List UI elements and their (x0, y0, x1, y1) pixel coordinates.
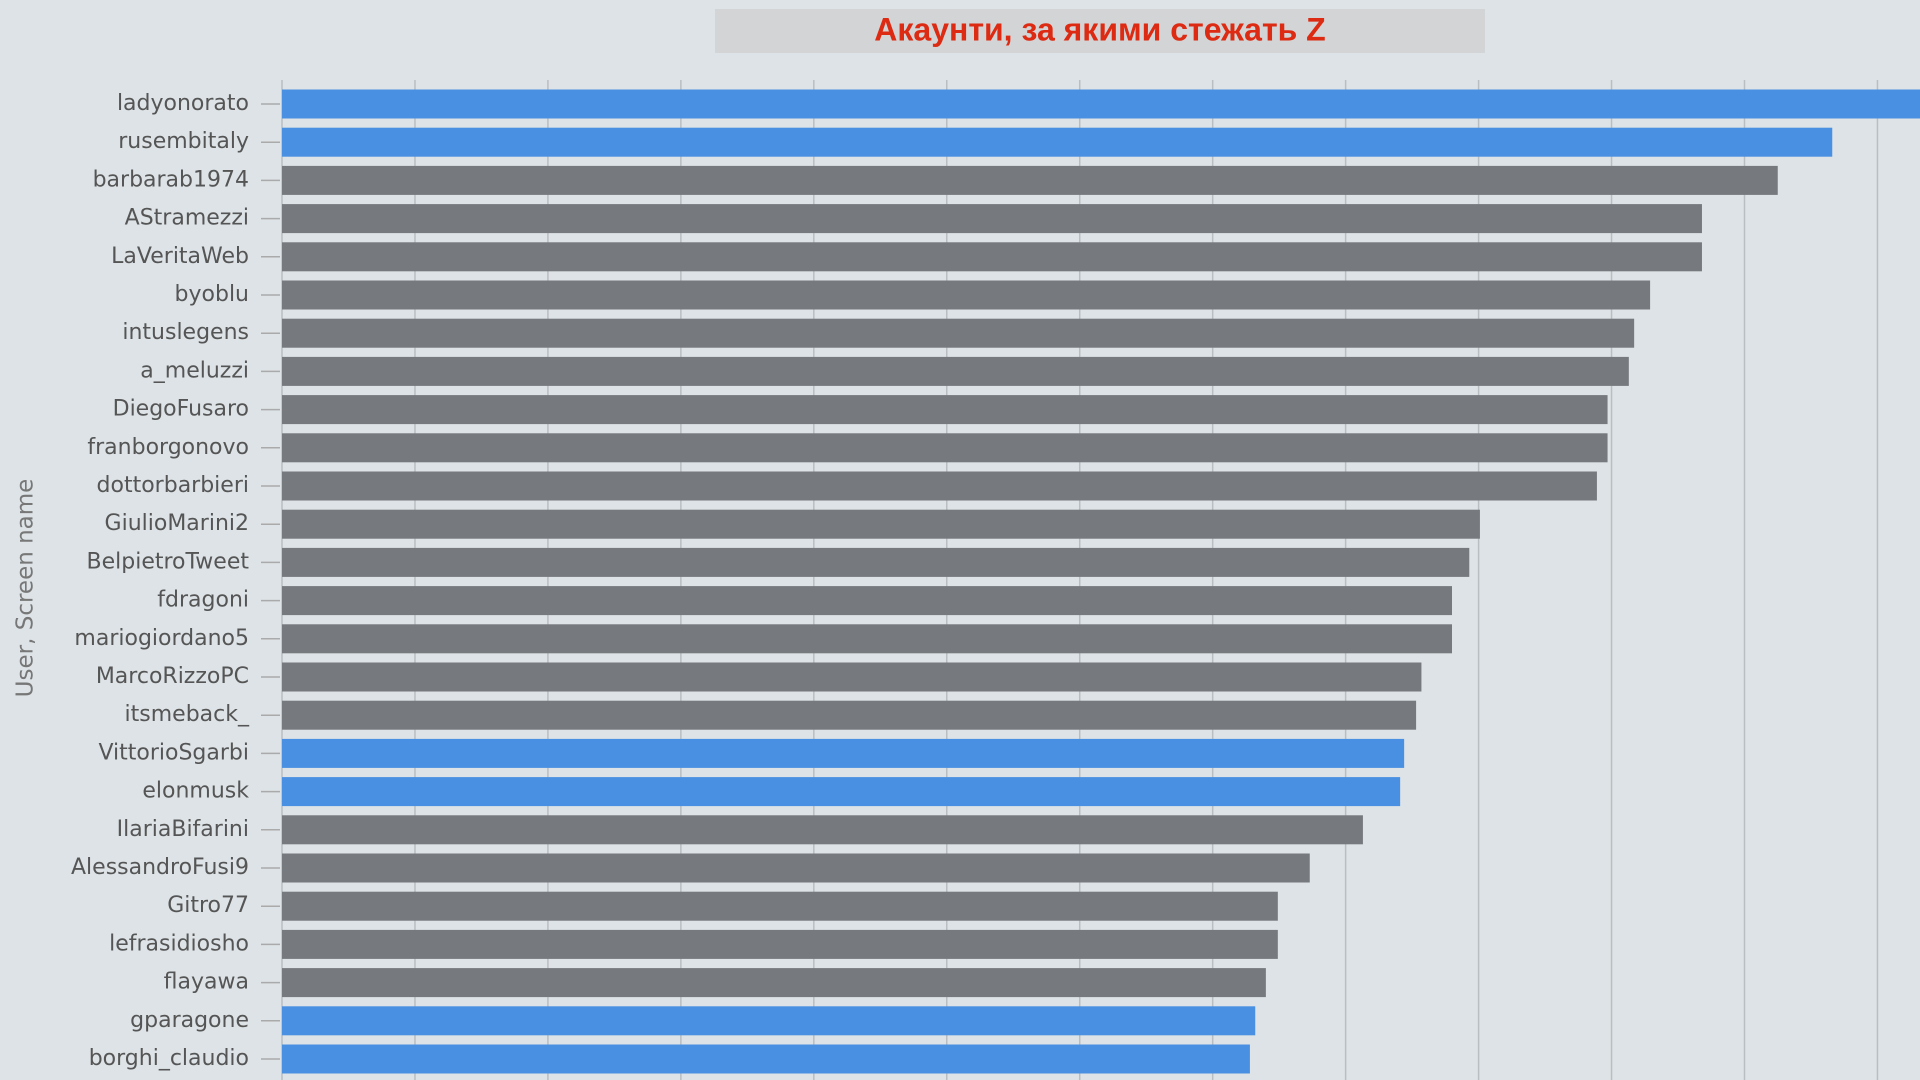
bar (282, 1044, 1250, 1074)
bar (282, 700, 1417, 730)
bar (282, 586, 1452, 616)
y-tick-label: rusembitaly (118, 129, 249, 154)
bar (282, 471, 1597, 501)
bars (282, 89, 1920, 1074)
bar (282, 89, 1920, 119)
bar (282, 1006, 1256, 1036)
bar (282, 968, 1266, 998)
y-tick-label: fdragoni (157, 588, 249, 613)
y-tick-label: barbarab1974 (93, 167, 249, 192)
y-tick-label: franborgonovo (87, 435, 249, 460)
y-tick-label: GiulioMarini2 (105, 511, 249, 536)
chart-title: Акаунти, за якими стежать Z (874, 11, 1325, 47)
y-tick-label: lefrasidiosho (109, 931, 249, 956)
bar (282, 280, 1651, 310)
y-tick-label: mariogiordano5 (74, 626, 249, 651)
y-tick-label: dottorbarbieri (97, 473, 249, 498)
y-tick-label: VittorioSgarbi (98, 740, 249, 765)
bar (282, 891, 1278, 921)
y-tick-label: elonmusk (142, 779, 249, 804)
y-tick-label: itsmeback_ (125, 702, 250, 727)
y-tick-label: AStramezzi (125, 206, 249, 231)
bar (282, 929, 1278, 959)
bar (282, 127, 1833, 157)
bar (282, 815, 1363, 845)
bar (282, 547, 1470, 577)
bar (282, 662, 1422, 692)
y-tick-label: ladyonorato (117, 91, 249, 116)
y-tick-label: flayawa (164, 970, 249, 995)
y-tick-label: IlariaBifarini (117, 817, 249, 842)
y-tick-label: LaVeritaWeb (111, 244, 249, 269)
bar (282, 318, 1635, 348)
y-tick-label: MarcoRizzoPC (96, 664, 249, 689)
y-tick-label: Gitro77 (167, 893, 249, 918)
y-tick-label: BelpietroTweet (87, 549, 250, 574)
bar (282, 738, 1405, 768)
bar (282, 624, 1452, 654)
bar (282, 433, 1608, 463)
y-tick-label: a_meluzzi (140, 358, 249, 383)
y-tick-label: gparagone (130, 1008, 249, 1033)
bar (282, 395, 1608, 425)
bar (282, 165, 1778, 195)
y-axis-label: User, Screen name (13, 479, 39, 698)
y-tick-label: AlessandroFusi9 (71, 855, 249, 880)
bar (282, 509, 1480, 539)
bar (282, 853, 1310, 883)
y-tick-label: byoblu (175, 282, 249, 307)
bar (282, 204, 1702, 234)
y-tick-label: intuslegens (122, 320, 249, 345)
y-tick-label: borghi_claudio (89, 1046, 249, 1071)
y-tick-label: DiegoFusaro (113, 397, 249, 422)
bar (282, 777, 1401, 807)
bar (282, 356, 1629, 386)
bar (282, 242, 1702, 272)
title-box (715, 9, 1485, 53)
